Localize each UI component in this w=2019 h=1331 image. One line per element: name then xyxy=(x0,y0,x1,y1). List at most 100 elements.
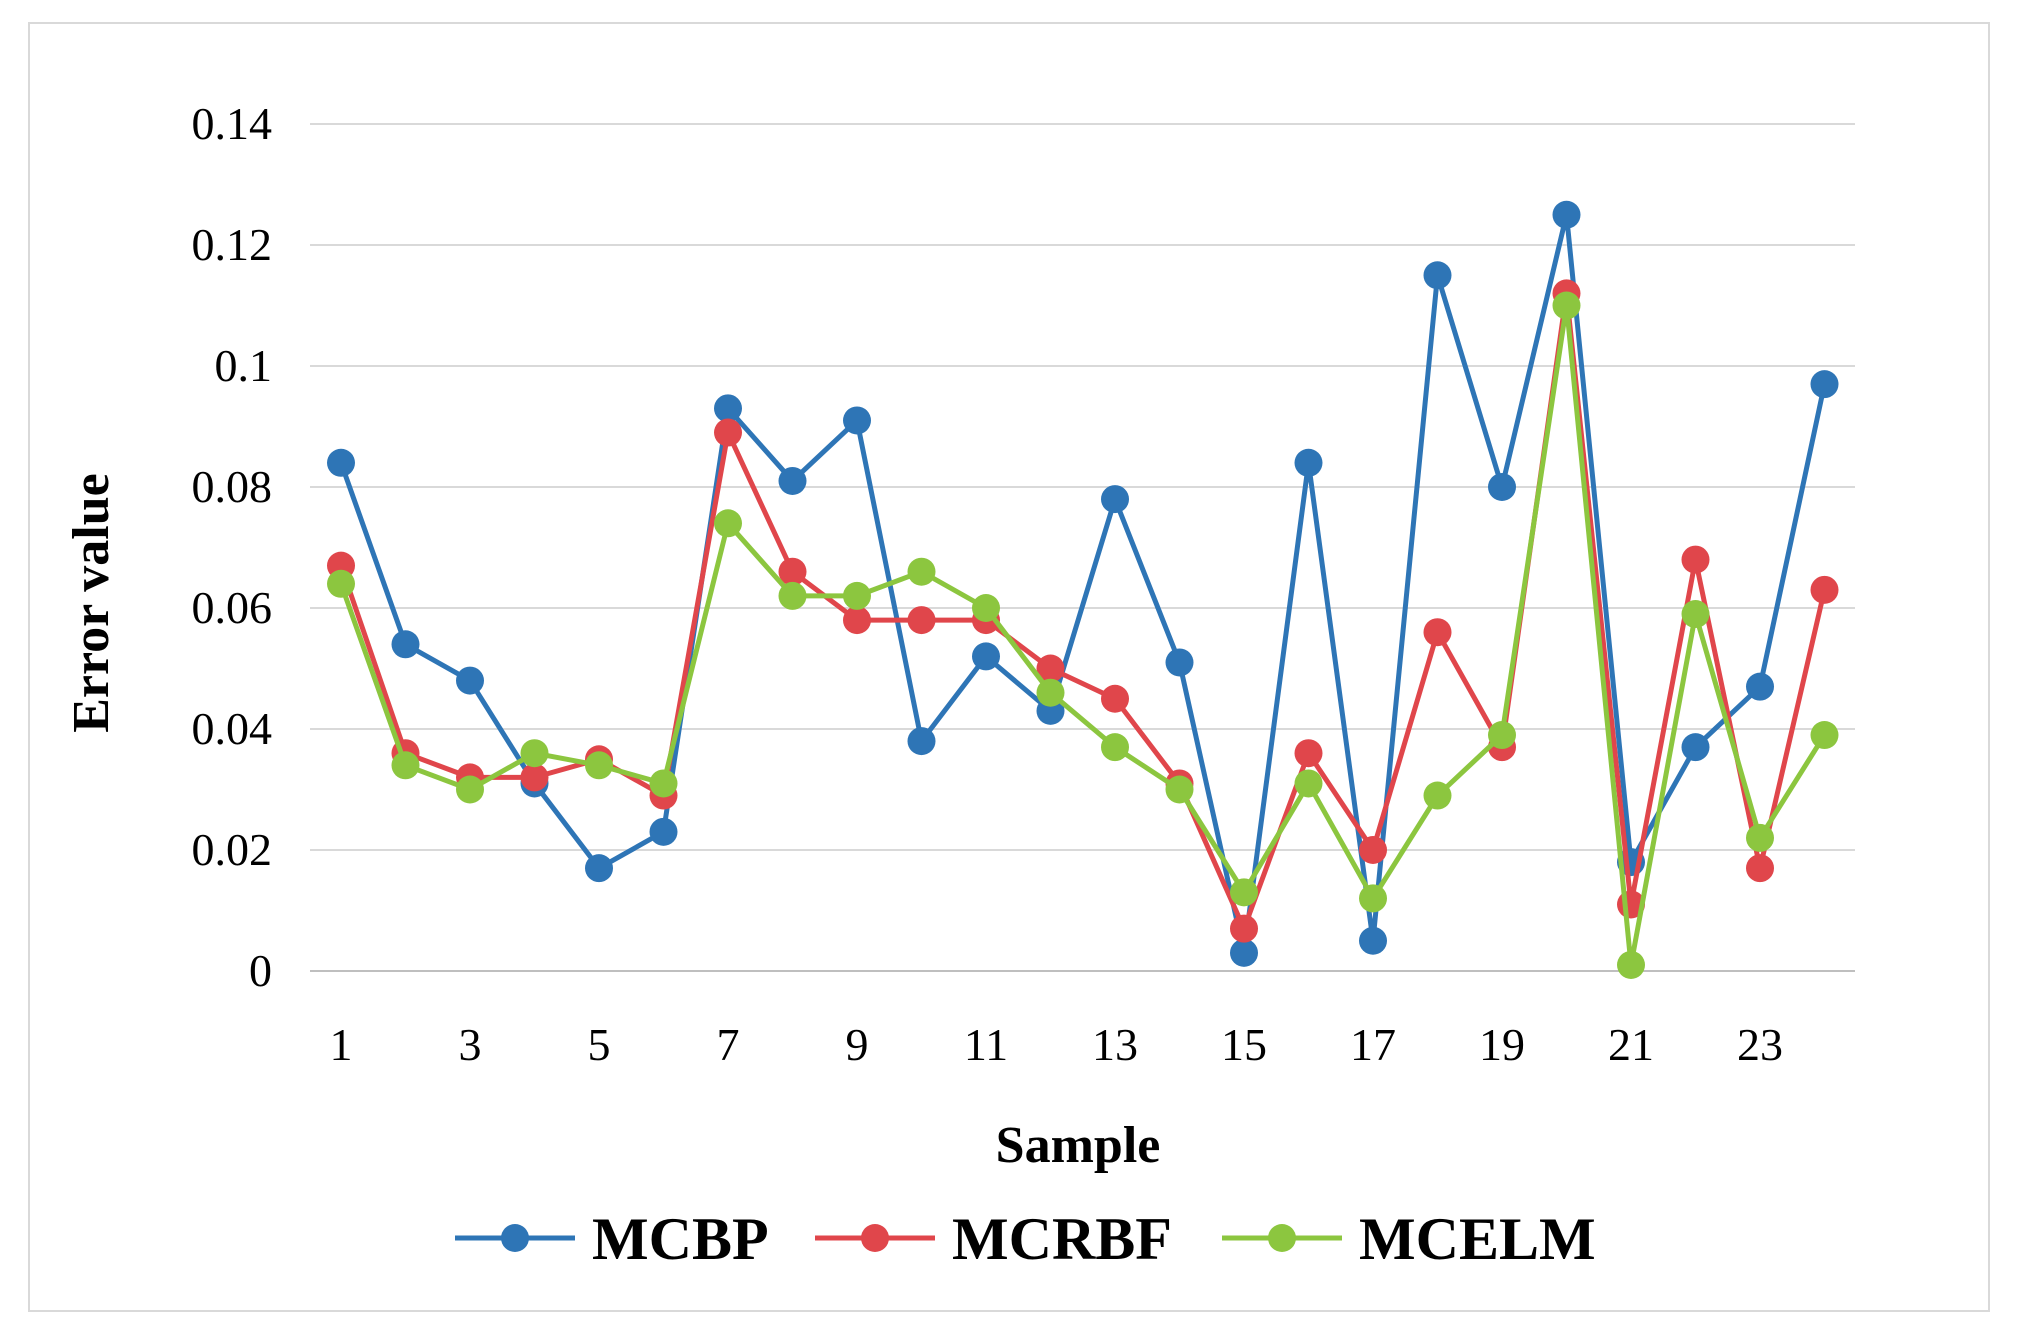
data-point xyxy=(1810,370,1839,399)
legend-item-mcrbf: MCRBF xyxy=(815,1206,1172,1272)
data-point xyxy=(1423,261,1452,290)
legend-swatch-marker xyxy=(501,1224,529,1252)
data-point xyxy=(972,642,1000,671)
data-point xyxy=(456,775,484,804)
data-point xyxy=(1488,473,1516,501)
y-tick-label: 0.04 xyxy=(192,703,273,754)
y-tick-label: 0.12 xyxy=(192,219,273,270)
data-point xyxy=(1165,648,1194,677)
data-point xyxy=(1681,733,1710,762)
x-tick-label: 11 xyxy=(964,1019,1008,1070)
data-point xyxy=(1101,684,1129,713)
data-point xyxy=(1230,878,1258,907)
data-point xyxy=(778,557,807,586)
legend-swatch-marker xyxy=(861,1224,889,1252)
x-tick-label: 15 xyxy=(1221,1019,1267,1070)
series-line xyxy=(338,212,1827,956)
data-point xyxy=(972,594,1000,622)
data-point xyxy=(327,448,355,477)
y-axis-ticks: 0 0.02 0.04 0.06 0.08 0.1 0.12 0.14 xyxy=(192,98,273,996)
data-point xyxy=(778,581,807,610)
y-axis-title: Error value xyxy=(63,473,120,733)
data-point xyxy=(843,606,871,635)
data-point xyxy=(1294,739,1323,768)
x-axis-ticks: 1 3 5 7 9 11 13 15 17 19 21 23 xyxy=(330,1019,1784,1070)
data-point xyxy=(1036,654,1065,683)
data-point xyxy=(907,557,936,586)
data-point xyxy=(1294,448,1323,477)
data-point xyxy=(585,751,613,780)
data-point xyxy=(1810,575,1839,604)
data-point xyxy=(649,769,678,798)
data-point xyxy=(327,569,355,598)
legend: MCBP MCRBF MCELM xyxy=(455,1206,1596,1272)
y-tick-label: 0.1 xyxy=(215,340,273,391)
data-point xyxy=(714,509,742,538)
data-point xyxy=(1617,950,1645,979)
legend-item-mcelm: MCELM xyxy=(1222,1206,1596,1272)
x-tick-label: 19 xyxy=(1479,1019,1525,1070)
data-point xyxy=(714,418,742,447)
y-tick-label: 0.06 xyxy=(192,582,273,633)
data-point xyxy=(520,739,549,768)
data-point xyxy=(1359,926,1387,955)
x-tick-label: 3 xyxy=(459,1019,482,1070)
data-point xyxy=(1359,836,1387,864)
x-tick-label: 21 xyxy=(1608,1019,1654,1070)
data-point xyxy=(1101,733,1129,762)
y-tick-label: 0.14 xyxy=(192,98,273,149)
x-tick-label: 9 xyxy=(846,1019,869,1070)
x-axis-title: Sample xyxy=(996,1117,1161,1174)
x-tick-label: 17 xyxy=(1350,1019,1396,1070)
data-point xyxy=(907,727,936,756)
data-point xyxy=(1552,291,1581,320)
data-point xyxy=(391,751,420,780)
data-point xyxy=(1359,884,1387,913)
data-point xyxy=(1488,721,1516,750)
data-point xyxy=(714,394,742,423)
y-tick-label: 0.02 xyxy=(192,824,273,875)
data-point xyxy=(520,763,549,792)
data-series xyxy=(327,200,1839,979)
data-point xyxy=(778,466,807,495)
data-point xyxy=(1165,775,1194,804)
data-point xyxy=(1036,678,1065,707)
series-mcbp xyxy=(327,200,1839,967)
data-point xyxy=(1230,914,1258,943)
data-point xyxy=(1230,938,1258,967)
legend-item-mcbp: MCBP xyxy=(455,1206,769,1272)
legend-label: MCELM xyxy=(1359,1206,1596,1272)
data-point xyxy=(1423,781,1452,810)
series-mcelm xyxy=(327,291,1839,979)
data-point xyxy=(1101,485,1129,514)
y-tick-label: 0 xyxy=(249,945,272,996)
y-tick-label: 0.08 xyxy=(192,461,273,512)
data-point xyxy=(1294,769,1323,798)
data-point xyxy=(1810,721,1839,750)
legend-label: MCRBF xyxy=(952,1206,1172,1272)
data-point xyxy=(1746,823,1774,852)
data-point xyxy=(1746,854,1774,883)
data-point xyxy=(391,630,420,659)
legend-swatch-marker xyxy=(1268,1224,1296,1252)
data-point xyxy=(1681,545,1710,574)
data-point xyxy=(907,606,936,635)
data-point xyxy=(843,581,871,610)
x-tick-label: 5 xyxy=(588,1019,611,1070)
data-point xyxy=(585,854,613,883)
data-point xyxy=(649,817,678,846)
x-tick-label: 1 xyxy=(330,1019,353,1070)
data-point xyxy=(843,406,871,435)
gridlines xyxy=(310,123,1855,972)
data-point xyxy=(1552,200,1581,229)
x-tick-label: 13 xyxy=(1092,1019,1138,1070)
data-point xyxy=(1746,672,1774,701)
data-point xyxy=(456,666,484,695)
legend-label: MCBP xyxy=(592,1206,769,1272)
x-tick-label: 23 xyxy=(1737,1019,1783,1070)
x-tick-label: 7 xyxy=(717,1019,740,1070)
chart-frame xyxy=(28,22,1990,1312)
data-point xyxy=(1681,600,1710,629)
data-point xyxy=(1423,618,1452,647)
